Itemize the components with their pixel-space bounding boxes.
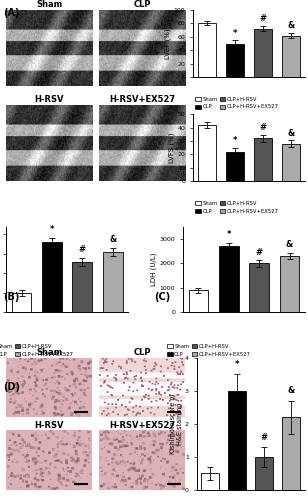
Bar (201, 474, 219, 490)
Title: CLP: CLP (134, 0, 151, 9)
Legend: Sham, CLP, CLP+H-RSV, CLP+H-RSV+EX527: Sham, CLP, CLP+H-RSV, CLP+H-RSV+EX527 (0, 344, 74, 356)
Bar (255, 457, 273, 490)
Text: &: & (287, 128, 294, 138)
Y-axis label: Kishimoto score of
H&E staining: Kishimoto score of H&E staining (171, 394, 184, 454)
Text: #: # (79, 246, 86, 254)
Legend: Sham, CLP, CLP+H-RSV, CLP+H-RSV+EX527: Sham, CLP, CLP+H-RSV, CLP+H-RSV+EX527 (167, 344, 250, 356)
Text: (B): (B) (3, 292, 19, 302)
Bar (229, 391, 246, 490)
Text: #: # (259, 14, 266, 24)
Bar (219, 246, 239, 312)
Legend: Sham, CLP, CLP+H-RSV, CLP+H-RSV+EX527: Sham, CLP, CLP+H-RSV, CLP+H-RSV+EX527 (196, 201, 278, 213)
Text: (D): (D) (3, 382, 20, 392)
Text: (C): (C) (154, 292, 170, 302)
Legend: Sham, CLP, CLP+H-RSV, CLP+H-RSV+EX527: Sham, CLP, CLP+H-RSV, CLP+H-RSV+EX527 (196, 97, 278, 110)
Bar (282, 417, 300, 490)
Text: *: * (226, 230, 231, 239)
Bar (226, 44, 244, 77)
Bar (280, 256, 299, 312)
Bar (72, 262, 92, 312)
Title: H-RSV: H-RSV (34, 96, 64, 104)
Bar (188, 290, 208, 312)
Text: &: & (288, 386, 295, 396)
Text: &: & (109, 235, 116, 244)
Title: H-RSV: H-RSV (34, 420, 64, 430)
Title: CLP: CLP (133, 348, 151, 357)
Text: &: & (286, 240, 293, 250)
Bar (12, 293, 31, 312)
Bar (254, 29, 272, 77)
Bar (198, 125, 216, 181)
Y-axis label: LDH (U/L): LDH (U/L) (150, 252, 157, 286)
Text: *: * (233, 28, 237, 38)
Text: *: * (50, 225, 54, 234)
Text: #: # (259, 123, 266, 132)
Y-axis label: LVEF (%): LVEF (%) (164, 28, 171, 59)
Bar (282, 144, 300, 181)
Text: #: # (256, 248, 263, 256)
Title: H-RSV+EX527: H-RSV+EX527 (109, 96, 176, 104)
Bar (254, 138, 272, 181)
Y-axis label: LVFS (%): LVFS (%) (168, 132, 175, 163)
Bar (103, 252, 123, 312)
Bar (42, 242, 62, 312)
Bar (226, 152, 244, 181)
Bar (249, 264, 269, 312)
Title: Sham: Sham (36, 0, 63, 9)
Text: *: * (233, 136, 237, 145)
Bar (282, 36, 300, 77)
Bar (198, 24, 216, 77)
Text: (A): (A) (3, 8, 20, 18)
Title: H-RSV+EX527: H-RSV+EX527 (109, 420, 175, 430)
Title: Sham: Sham (36, 348, 62, 357)
Text: #: # (261, 432, 268, 442)
Text: &: & (287, 21, 294, 30)
Text: *: * (235, 360, 239, 369)
